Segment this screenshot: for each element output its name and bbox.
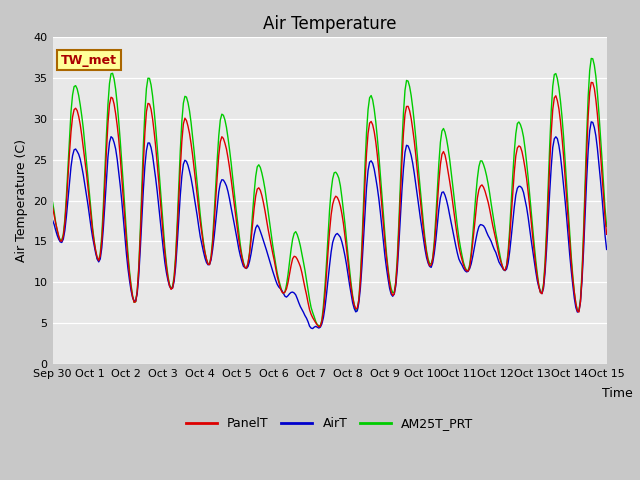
AM25T_PRT: [603, 224, 611, 229]
AM25T_PRT: [64, 165, 72, 170]
AirT: [397, 214, 404, 219]
AirT: [384, 276, 392, 282]
AirT: [536, 289, 544, 295]
PanelT: [536, 290, 544, 296]
PanelT: [397, 193, 404, 199]
AirT: [366, 159, 374, 165]
PanelT: [49, 204, 56, 210]
Text: TW_met: TW_met: [61, 54, 117, 67]
PanelT: [588, 80, 595, 85]
AirT: [603, 247, 611, 252]
Legend: PanelT, AirT, AM25T_PRT: PanelT, AirT, AM25T_PRT: [181, 412, 478, 435]
AM25T_PRT: [536, 289, 544, 295]
AM25T_PRT: [384, 266, 392, 272]
AirT: [64, 197, 72, 203]
AM25T_PRT: [49, 199, 56, 205]
AirT: [309, 326, 317, 332]
AM25T_PRT: [366, 95, 374, 101]
AM25T_PRT: [317, 323, 324, 329]
Y-axis label: Air Temperature (C): Air Temperature (C): [15, 139, 28, 262]
Line: PanelT: PanelT: [52, 83, 607, 327]
Title: Air Temperature: Air Temperature: [263, 15, 396, 33]
AirT: [588, 119, 595, 125]
PanelT: [366, 120, 374, 126]
PanelT: [315, 324, 323, 330]
Line: AirT: AirT: [52, 122, 607, 329]
AM25T_PRT: [588, 56, 595, 61]
AirT: [49, 217, 56, 223]
Line: AM25T_PRT: AM25T_PRT: [52, 59, 607, 326]
PanelT: [603, 231, 611, 237]
AirT: [152, 176, 159, 181]
PanelT: [64, 175, 72, 181]
PanelT: [384, 268, 392, 274]
X-axis label: Time: Time: [602, 386, 633, 399]
AM25T_PRT: [397, 180, 404, 186]
AM25T_PRT: [152, 125, 159, 131]
PanelT: [152, 144, 159, 149]
